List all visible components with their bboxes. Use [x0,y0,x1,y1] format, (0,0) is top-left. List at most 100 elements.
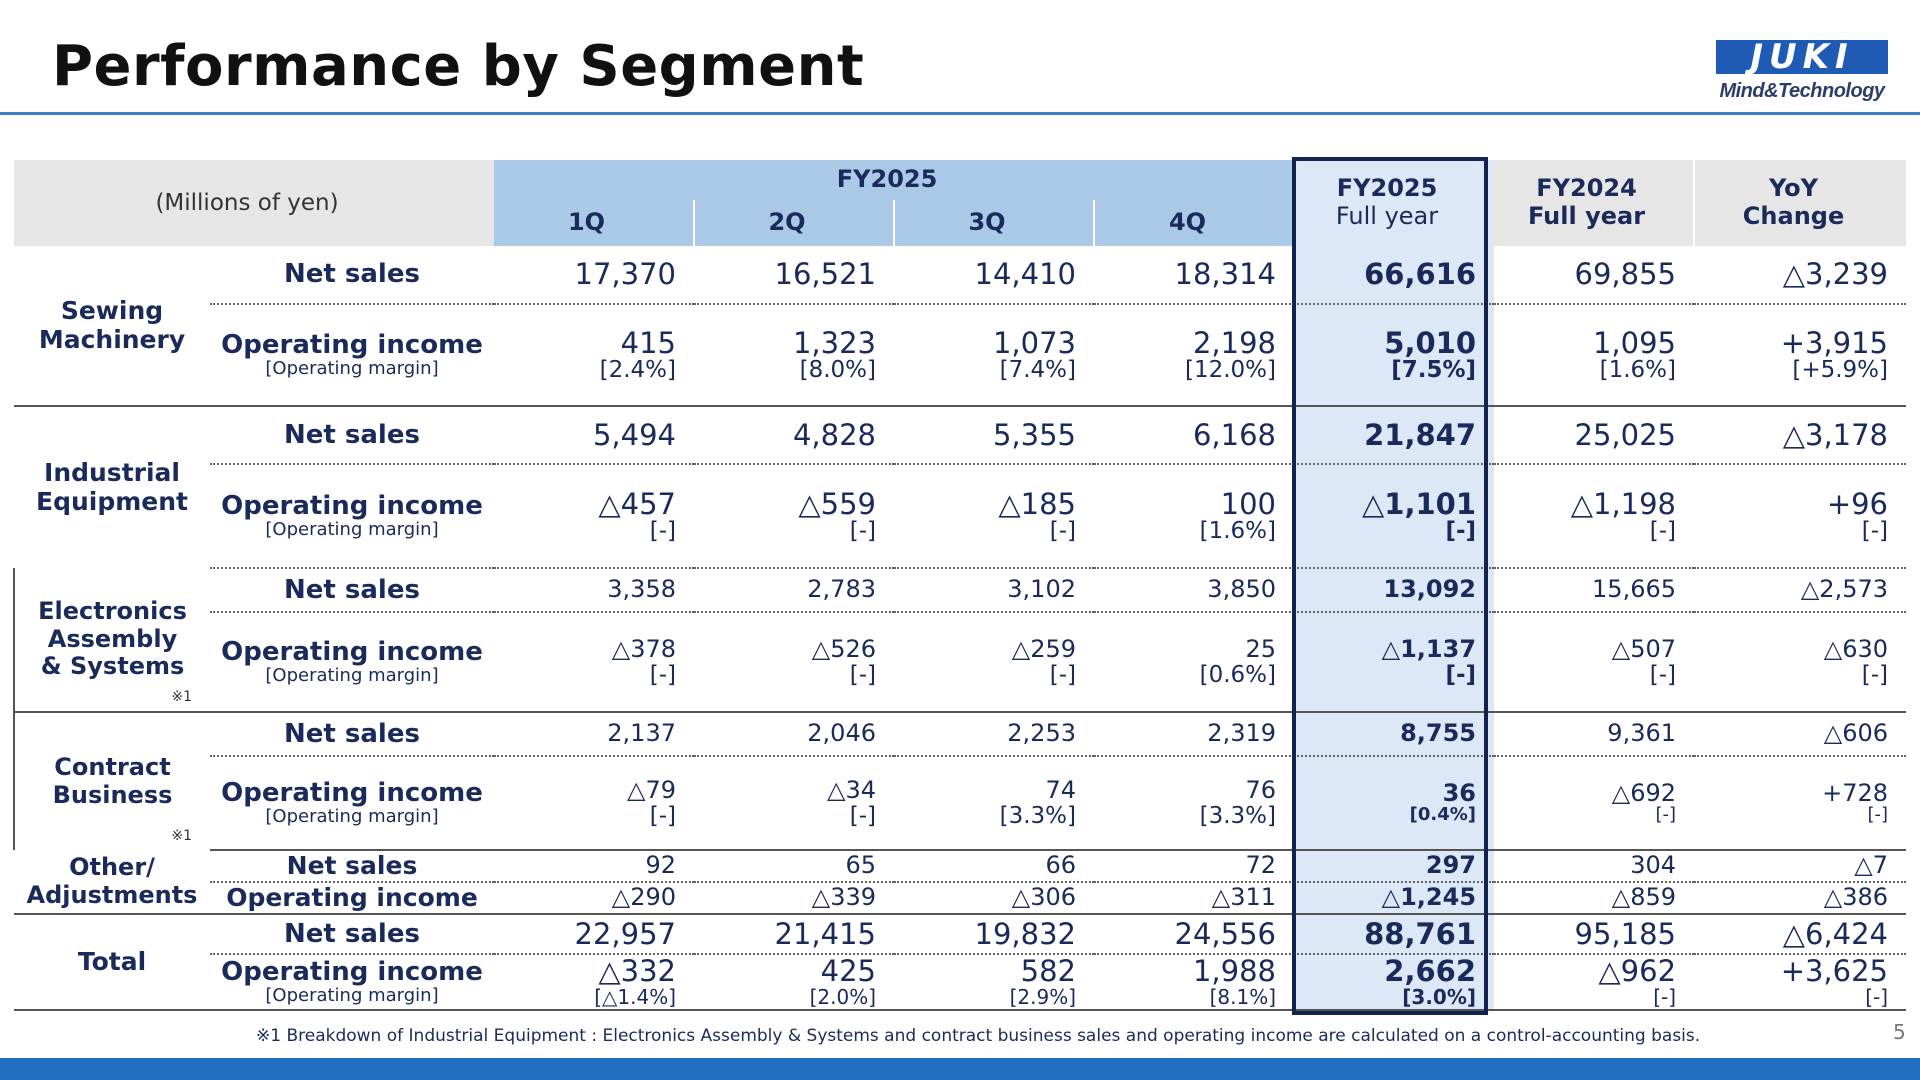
title-underline [0,112,1920,115]
table-row: Total Net sales 22,957 21,415 19,832 24,… [14,914,1907,1011]
table-cell: △859 [1494,882,1695,915]
table-cell: △332 [△1.4%] [494,954,694,1011]
table-cell: 92 [494,850,694,883]
quarter-header: 1Q [494,200,694,246]
table-cell: △1,101 [-] [1294,464,1495,569]
net-sales-label: Net sales [284,918,420,949]
quarter-header: 3Q [893,200,1094,246]
table-row: Operating income [Operating margin] 415 [2… [14,304,1907,407]
table-cell: 14,410 [894,246,1094,305]
table-cell: 425 [2.0%] [694,954,894,1011]
table-cell: 2,198 [12.0%] [1094,304,1295,407]
table-cell: 297 [1294,850,1495,883]
table-cell: 21,415 [694,914,894,955]
table-cell: 65 [694,850,894,883]
table-cell: 1,323 [8.0%] [694,304,894,407]
operating-income-label: Operating income [221,329,483,360]
operating-margin-label: [Operating margin] [265,985,439,1007]
table-cell: 6,168 [1094,406,1295,465]
segment-sewing-machinery: Sewing Machinery [14,246,210,407]
table-cell: 66 [894,850,1094,883]
table-cell: △6,424 [1694,914,1907,955]
table-cell: △306 [894,882,1094,915]
table-row: Operating income [Operating margin] △79 [-… [14,756,1907,851]
table-cell: 66,616 [1294,246,1495,305]
net-sales-label: Net sales [284,419,420,450]
table-cell: △185 [-] [894,464,1094,569]
table-cell: △378 [-] [494,612,694,713]
table-row: Other/Adjustments Net sales 92 65 66 72 … [14,850,1907,915]
table-cell: 3,850 [1094,568,1295,613]
table-cell: 1,988 [8.1%] [1094,954,1295,1011]
table-cell: 95,185 [1494,914,1695,955]
operating-income-label: Operating income [226,883,478,913]
footnote-mark: ※1 [171,827,192,844]
table-cell: 15,665 [1494,568,1695,613]
segment-electronics-assembly: Electronics Assembly & Systems ※1 [13,568,210,713]
table-cell: 21,847 [1294,406,1495,465]
quarter-header: 2Q [693,200,894,246]
table-cell: △3,178 [1694,406,1907,465]
table-cell: △457 [-] [494,464,694,569]
operating-income-label: Operating income [221,636,483,667]
yoy-change-header: YoY Change [1693,160,1907,246]
fy2025-fullyear-header: FY2025 Full year [1294,160,1495,246]
table-cell: 25,025 [1494,406,1695,465]
net-sales-label: Net sales [284,574,420,605]
operating-margin-label: [Operating margin] [265,665,439,687]
segment-total: Total [14,914,210,1011]
fy2025-group-header: FY2025 [494,160,1295,200]
operating-income-label: Operating income [221,956,483,987]
table-cell: 76 [3.3%] [1094,756,1295,851]
table-cell: △339 [694,882,894,915]
table-cell: 25 [0.6%] [1094,612,1295,713]
operating-income-label: Operating income [221,777,483,808]
table-cell: △3,239 [1694,246,1907,305]
page-title: Performance by Segment [52,34,865,99]
logo-tagline: Mind&Technology [1719,80,1885,102]
operating-margin-label: [Operating margin] [265,358,439,380]
units-label: (Millions of yen) [14,160,494,246]
table-cell: 1,095 [1.6%] [1494,304,1695,407]
table-cell: 2,046 [694,712,894,757]
table-cell: △259 [-] [894,612,1094,713]
table-cell: +96 [-] [1694,464,1907,569]
table-cell: 2,783 [694,568,894,613]
table-cell: △1,137 [-] [1294,612,1495,713]
table-row: Operating income [Operating margin] △457[… [14,464,1907,569]
table-cell: 100 [1.6%] [1094,464,1295,569]
footnote: ※1 Breakdown of Industrial Equipment : E… [256,1026,1701,1046]
operating-income-label: Operating income [221,490,483,521]
net-sales-label: Net sales [284,259,420,290]
table-cell: 5,010 [7.5%] [1294,304,1495,407]
fy2024-fullyear-header: FY2024 Full year [1494,160,1695,246]
table-cell: 36 [0.4%] [1294,756,1495,851]
table-row: Electronics Assembly & Systems ※1 Net sale… [13,568,1907,713]
table-cell: △630 [-] [1694,612,1907,713]
net-sales-label: Net sales [286,851,418,881]
table-cell: 304 [1494,850,1695,883]
table-cell: +728 [-] [1694,756,1907,851]
table-cell: +3,625 [-] [1694,954,1907,1011]
table-cell: △2,573 [1694,568,1907,613]
segment-table: (Millions of yen) FY2025 FY2025 Full year… [13,160,1907,1011]
table-cell: 24,556 [1094,914,1295,955]
table-cell: △692 [-] [1494,756,1695,851]
footnote-mark: ※1 [171,688,192,705]
page-number: 5 [1893,1020,1906,1044]
table-cell: △290 [494,882,694,915]
table-row: Sewing Machinery Net sales 17,370 16,521 … [14,246,1907,407]
table-cell: △79 [-] [494,756,694,851]
table-cell: 5,355 [894,406,1094,465]
table-row: Industrial Equipment Net sales 5,494 4,82… [14,406,1907,515]
table-cell: △7 [1694,850,1907,883]
table-cell: 18,314 [1094,246,1295,305]
table-cell: △311 [1094,882,1295,915]
segment-industrial-equipment: Industrial Equipment [36,457,188,516]
table-cell: 13,092 [1294,568,1495,613]
table-cell: △34 [-] [694,756,894,851]
table-cell: 8,755 [1294,712,1495,757]
juki-logo: JUKI Mind&Technology [1712,40,1888,108]
table-row: Operating income [Operating margin] △378[… [14,612,1907,713]
table-cell: 582 [2.9%] [894,954,1094,1011]
